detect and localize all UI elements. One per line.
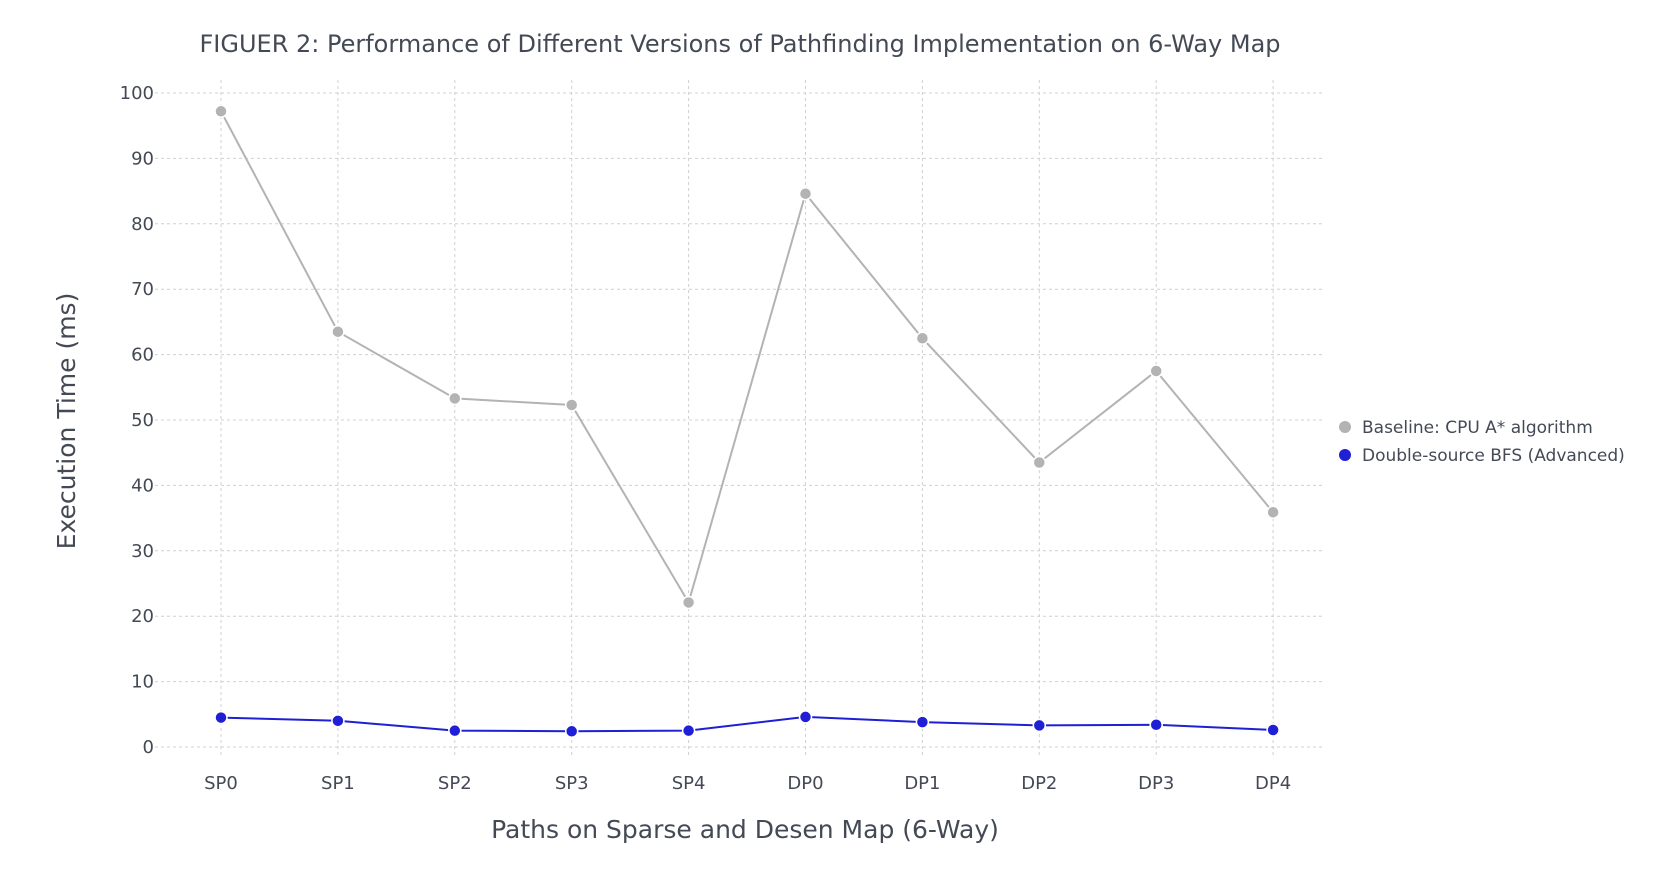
data-point	[1032, 718, 1047, 733]
data-point	[448, 391, 462, 406]
series-line	[220, 715, 1274, 733]
x-axis-ticks: SP0 SP1 SP2 SP3 SP4 DP0 DP1 DP2 DP3 DP4	[204, 773, 1291, 794]
data-point	[448, 723, 462, 738]
data-point	[564, 724, 579, 739]
legend-marker	[1339, 449, 1351, 461]
legend: Baseline: CPU A* algorithm Double-source …	[1339, 418, 1625, 466]
y-tick-label: 40	[131, 475, 154, 496]
x-tick-label: DP0	[787, 773, 823, 794]
x-tick-label: SP4	[672, 773, 706, 794]
data-point	[798, 710, 813, 724]
x-tick-label: SP2	[438, 773, 472, 794]
data-point	[681, 595, 696, 610]
data-point	[1149, 364, 1163, 378]
x-axis-title: Paths on Sparse and Desen Map (6-Way)	[491, 815, 999, 844]
data-point	[1266, 723, 1280, 737]
series-line	[220, 110, 1274, 606]
data-point	[1266, 505, 1280, 519]
x-tick-label: DP3	[1138, 773, 1174, 794]
data-point	[564, 398, 579, 412]
data-point	[1149, 718, 1163, 732]
x-tick-label: DP1	[904, 773, 940, 794]
series-layer	[214, 104, 1280, 739]
data-point	[214, 710, 228, 725]
data-point	[798, 186, 813, 201]
data-point	[915, 715, 930, 729]
y-tick-label: 80	[131, 214, 154, 235]
y-tick-label: 30	[131, 541, 154, 562]
y-tick-label: 70	[131, 279, 154, 300]
legend-label: Baseline: CPU A* algorithm	[1362, 418, 1593, 438]
legend-marker	[1339, 421, 1351, 433]
x-tick-label: SP1	[321, 773, 355, 794]
y-tick-label: 20	[131, 606, 154, 627]
y-tick-label: 60	[131, 345, 154, 366]
grid-layer	[155, 80, 1325, 758]
series-2	[214, 710, 1280, 739]
y-tick-label: 10	[131, 672, 154, 693]
x-tick-label: DP4	[1255, 773, 1291, 794]
y-axis-title: Execution Time (ms)	[52, 293, 81, 550]
y-tick-label: 90	[131, 148, 154, 169]
data-point	[331, 324, 345, 339]
data-point	[915, 331, 930, 345]
y-tick-label: 0	[143, 737, 154, 758]
series-1	[214, 104, 1280, 610]
chart-title: FIGUER 2: Performance of Different Versi…	[199, 30, 1280, 58]
data-point	[681, 723, 696, 738]
y-axis-ticks: 0 10 20 30 40 50 60 70 80 90 100	[120, 83, 154, 758]
data-point	[214, 104, 228, 119]
x-tick-label: SP0	[204, 773, 238, 794]
y-tick-label: 100	[120, 83, 154, 104]
y-tick-label: 50	[131, 410, 154, 431]
legend-label: Double-source BFS (Advanced)	[1362, 446, 1625, 466]
x-tick-label: SP3	[555, 773, 589, 794]
data-point	[331, 714, 345, 728]
data-point	[1032, 455, 1047, 470]
x-tick-label: DP2	[1021, 773, 1057, 794]
